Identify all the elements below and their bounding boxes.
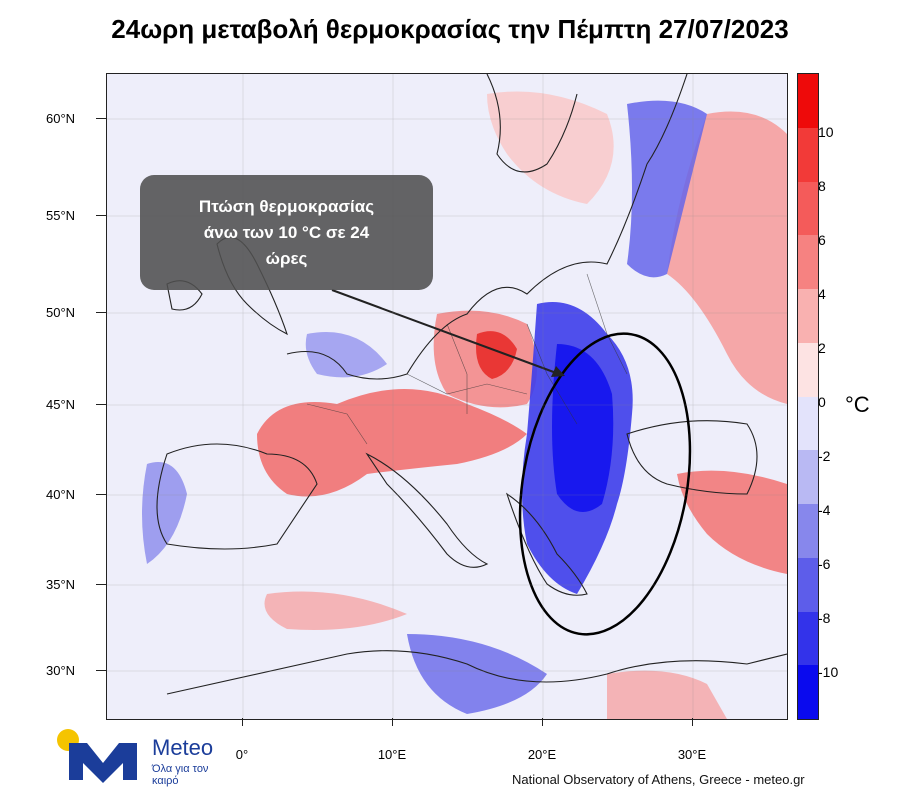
cool-region-core [552,344,614,512]
source-credit: National Observatory of Athens, Greece -… [512,772,805,787]
colorbar-tick-10: 10 [818,124,834,140]
meteo-logo[interactable]: Meteo Όλα για τον καιρό [55,725,225,790]
highlight-ellipse [518,332,692,636]
cool-region-britain [305,332,387,378]
warm-region-turkey [677,470,787,574]
colorbar-tick-8: 8 [818,178,826,194]
lon-label-20e: 20°E [527,747,557,762]
warm-region-russia [667,111,787,404]
warm-region-africa [607,670,727,719]
m-letter-icon [69,743,137,783]
warm-region-mediterranean [264,591,407,630]
colorbar [797,73,819,720]
colorbar-tick-4: 4 [818,286,826,302]
map-title: 24ωρη μεταβολή θερμοκρασίας την Πέμπτη 2… [111,14,789,44]
colorbar-segment [798,74,818,128]
brand-tagline: Όλα για τον καιρό [152,763,209,787]
colorbar-tick-neg4: -4 [818,502,831,518]
colorbar-tick-neg10: -10 [818,664,839,680]
cool-region-ukraine [627,100,707,278]
cool-region-africa [407,634,547,714]
country-borders [306,273,628,445]
colorbar-tick-neg8: -8 [818,610,831,626]
colorbar-segment [798,181,818,236]
callout-line-3: ώρες [265,248,308,268]
warm-region-hungary [476,331,517,379]
colorbar-segment [798,504,818,558]
callout-line-2: άνω των 10 °C σε 24 [203,222,370,242]
callout-arrow [331,289,560,375]
lon-label-30e: 30°E [677,747,707,762]
colorbar-unit: °C [845,392,870,417]
warm-region-france-italy [257,389,527,497]
lat-label-30: 30°N [46,663,76,678]
colorbar-tick-0: 0 [818,394,826,410]
colorbar-segment [798,342,818,397]
colorbar-segment [798,557,818,612]
temperature-change-map [106,73,788,720]
lon-label-0: 0° [235,747,249,762]
lat-label-55: 55°N [46,208,76,223]
colorbar-segment [798,289,818,343]
colorbar-tick-neg2: -2 [818,448,831,464]
colorbar-tick-2: 2 [818,340,826,356]
lon-label-10e: 10°E [377,747,407,762]
lat-label-45: 45°N [46,397,76,412]
colorbar-segment [798,611,818,666]
colorbar-segment [798,127,818,182]
colorbar-tick-6: 6 [818,232,826,248]
colorbar-segment [798,235,818,289]
cool-region-iberia [142,462,187,564]
colorbar-segment [798,396,818,451]
lat-label-50: 50°N [46,305,76,320]
warm-region-scandinavia [487,91,614,204]
colorbar-segment [798,665,818,719]
lat-label-35: 35°N [46,577,76,592]
lat-label-60: 60°N [46,111,76,126]
brand-name: Meteo [152,735,214,760]
colorbar-tick-neg6: -6 [818,556,831,572]
graticule [107,74,787,719]
colorbar-segment [798,450,818,504]
lat-label-40: 40°N [46,487,76,502]
temperature-drop-callout: Πτώση θερμοκρασίας άνω των 10 °C σε 24 ώ… [140,175,433,290]
callout-line-1: Πτώση θερμοκρασίας [198,196,375,216]
